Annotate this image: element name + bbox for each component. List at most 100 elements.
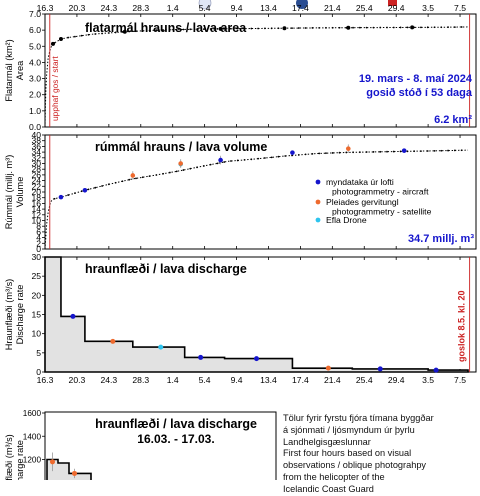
area-data-point: [94, 33, 97, 35]
x-tick-label-top: 25.4: [356, 3, 373, 13]
area-data-point: [128, 30, 131, 33]
volume-data-point: [413, 150, 416, 153]
y-tick-label: 1600: [23, 409, 42, 418]
volume-data-point: [141, 176, 144, 179]
volume-measurement: [82, 187, 88, 193]
area-data-point: [352, 26, 354, 29]
area-data-point: [236, 27, 239, 30]
volume-measurement: [178, 161, 183, 166]
x-tick-label-top: 13.4: [260, 3, 277, 13]
volume-data-point: [426, 150, 429, 152]
area-marker: [282, 26, 287, 31]
x-tick-label-bottom: 29.4: [388, 375, 405, 385]
area-series-line: [44, 26, 469, 128]
y-tick-label: 20: [31, 290, 41, 300]
agency-logo: [296, 0, 308, 9]
y-tick-label: 14: [31, 204, 41, 214]
area-data-point: [392, 26, 395, 29]
area-data-point: [365, 26, 368, 29]
duration-label: gosið stóð í 53 daga: [366, 87, 473, 99]
x-tick-label-bottom: 21.4: [324, 375, 341, 385]
y-tick-label: 20: [31, 187, 41, 197]
x-tick-label-top: 29.4: [388, 3, 405, 13]
legend-label: Efla Drone: [326, 215, 367, 225]
x-tick-label-bottom: 25.4: [356, 375, 373, 385]
x-tick-label-bottom: 16.3: [37, 375, 54, 385]
volume-data-point: [345, 151, 348, 154]
y-tick-label: 30: [31, 159, 41, 169]
area-data-point: [223, 27, 226, 30]
y-tick-label: 8: [36, 221, 41, 231]
coast-guard-logo: [198, 0, 212, 10]
area-marker: [346, 25, 351, 30]
area-data-point: [189, 28, 192, 31]
volume-data-point: [277, 155, 280, 158]
end-annotation: goslok 8.5. kl. 20: [457, 290, 467, 362]
x-tick-label-bottom: 9.4: [231, 375, 243, 385]
volume-data-point: [338, 151, 341, 154]
area-data-point: [101, 32, 103, 35]
volume-data-point: [155, 174, 158, 176]
volume-data-point: [420, 150, 422, 152]
area-data-point: [175, 28, 178, 31]
volume-data-point: [101, 185, 103, 187]
x-tick-label-top: 9.4: [231, 3, 243, 13]
x-tick-label-bottom: 1.4: [167, 375, 179, 385]
area-data-point: [263, 27, 266, 30]
y-tick-label: 2: [36, 238, 41, 248]
volume-data-point: [447, 149, 449, 152]
volume-measurement: [290, 150, 295, 155]
y-tick-label: 3.0: [29, 74, 41, 84]
legend-marker: [315, 217, 321, 223]
area-data-point: [433, 26, 436, 29]
y-tick-label: 0.0: [29, 122, 41, 132]
note-line: from the helicopter of the: [283, 471, 385, 482]
volume-data-point: [189, 167, 192, 170]
volume-data-point: [121, 180, 124, 183]
first-day-subtitle: 16.03. - 17.03.: [137, 432, 214, 446]
volume-data-point: [304, 153, 307, 156]
volume-data-point: [236, 159, 239, 162]
volume-data-point: [128, 178, 131, 181]
area-marker: [410, 25, 415, 30]
volume-data-point: [399, 150, 402, 153]
area-data-point: [386, 26, 388, 29]
area-data-point: [148, 29, 151, 32]
area-data-point: [135, 30, 137, 33]
area-data-point: [114, 31, 117, 34]
x-tick-label-bottom: 7.5: [454, 375, 466, 385]
y-tick-label: 1200: [23, 456, 42, 465]
volume-data-point: [270, 156, 273, 159]
first-day-steps: [46, 458, 92, 480]
y-tick-label: 22: [31, 181, 41, 191]
x-tick-label-bottom: 13.4: [260, 375, 277, 385]
area-data-point: [447, 26, 449, 29]
y-tick-label: 40: [31, 130, 41, 140]
y-tick-label: 10: [31, 216, 41, 226]
x-tick-label-bottom: 17.4: [292, 375, 309, 385]
x-tick-label-top: 21.4: [324, 3, 341, 13]
area-data-point: [440, 26, 443, 29]
area-data-point: [169, 28, 171, 31]
x-tick-label-bottom: 24.3: [100, 375, 117, 385]
area-panel: [44, 13, 477, 128]
volume-data-point: [175, 170, 178, 173]
volume-data-point: [74, 192, 76, 195]
x-tick-label-top: 1.4: [167, 3, 179, 13]
area-data-point: [460, 26, 463, 28]
volume-data-point: [162, 172, 165, 175]
y-axis-label: Rúmmál (millj. m³): [4, 155, 14, 230]
note-line: Icelandic Coast Guard: [283, 483, 374, 494]
volume-data-point: [257, 157, 260, 160]
x-tick-label-top: 28.3: [132, 3, 149, 13]
area-data-point: [209, 28, 212, 30]
y-tick-label: 4: [36, 233, 41, 243]
volume-data-point: [291, 154, 293, 157]
area-marker: [218, 26, 223, 31]
area-data-point: [338, 26, 341, 29]
area-data-point: [155, 29, 158, 32]
x-tick-label-bottom: 3.5: [422, 375, 434, 385]
y-tick-label: 0: [36, 367, 41, 377]
volume-data-point: [53, 197, 56, 200]
x-tick-label-top: 16.3: [37, 3, 54, 13]
